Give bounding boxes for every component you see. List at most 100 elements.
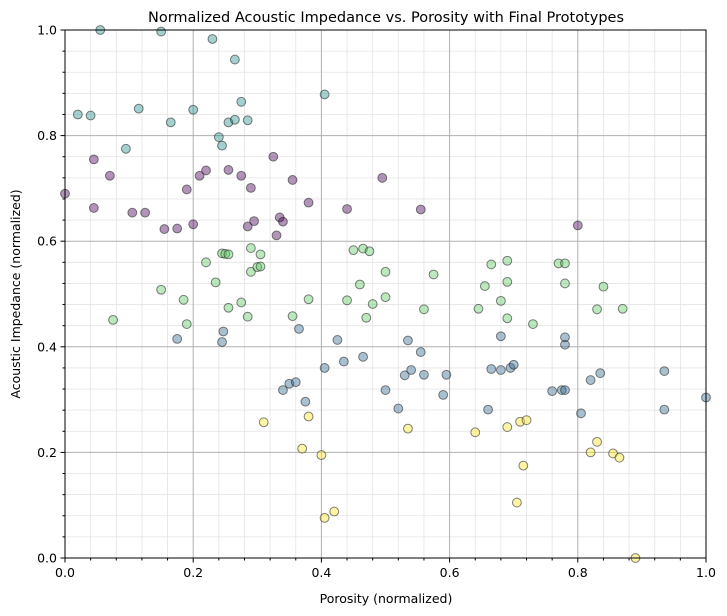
scatter-point <box>512 497 522 508</box>
scatter-point <box>85 110 96 121</box>
scatter-point <box>213 132 224 143</box>
scatter-point <box>194 170 205 181</box>
scatter-point <box>576 408 586 419</box>
scatter-point <box>229 114 240 125</box>
scatter-point <box>120 143 131 154</box>
x-tick-label: 0.6 <box>440 565 460 580</box>
scatter-point <box>258 417 269 428</box>
scatter-point <box>252 262 263 272</box>
scatter-point <box>88 154 99 165</box>
scatter-point <box>303 411 314 422</box>
scatter-point <box>592 436 602 447</box>
axis-ticks <box>60 29 707 563</box>
scatter-point <box>303 294 314 305</box>
x-tick-label: 0.8 <box>568 565 588 580</box>
scatter-point <box>560 278 570 289</box>
plot-frame <box>64 29 707 559</box>
scatter-point <box>88 203 99 213</box>
scatter-point <box>659 366 670 376</box>
scatter-point <box>403 423 413 434</box>
scatter-point <box>415 204 426 215</box>
scatter-point <box>547 386 558 397</box>
scatter-point <box>518 460 529 471</box>
scatter-point <box>483 404 493 415</box>
scatter-point <box>108 314 118 325</box>
scatter-point <box>495 331 506 342</box>
scatter-point <box>207 34 218 44</box>
scatter-point <box>156 26 167 37</box>
scatter-point <box>380 385 391 395</box>
scatter-point <box>560 332 570 343</box>
scatter-point <box>159 224 170 234</box>
scatter-point <box>614 452 625 463</box>
scatter-point <box>428 269 439 280</box>
scatter-point <box>165 117 176 128</box>
scatter-point <box>367 299 378 309</box>
scatter-point <box>419 369 429 380</box>
scatter-point <box>278 385 288 395</box>
y-tick-label: 0.8 <box>37 128 57 143</box>
scatter-point <box>201 257 211 268</box>
scatter-point <box>393 403 404 414</box>
scatter-point <box>236 170 247 181</box>
y-tick-label: 0.4 <box>37 339 57 354</box>
scatter-point <box>319 512 330 523</box>
scatter-point <box>181 319 192 329</box>
scatter-point <box>316 450 327 460</box>
scatter-point <box>303 197 314 208</box>
scatter-point <box>441 369 452 380</box>
scatter-point <box>617 303 628 314</box>
scatter-point <box>140 207 151 218</box>
scatter-point <box>560 385 570 395</box>
scatter-point <box>528 319 538 329</box>
scatter-point <box>236 297 247 308</box>
scatter-point <box>297 443 308 454</box>
x-tick-label: 0.4 <box>311 565 331 580</box>
scatter-point <box>245 243 256 253</box>
y-tick-label: 0.0 <box>37 551 57 566</box>
scatter-point <box>598 281 609 292</box>
scatter-point <box>300 396 311 407</box>
scatter-point <box>127 207 138 218</box>
scatter-point <box>242 115 253 126</box>
scatter-point <box>287 311 298 322</box>
scatter-point <box>319 363 330 373</box>
scatter-point <box>242 221 253 232</box>
scatter-point <box>278 216 288 227</box>
scatter-point <box>502 255 513 266</box>
scatter-point <box>223 302 234 313</box>
scatter-point <box>502 313 513 324</box>
scatter-point <box>217 140 227 151</box>
scatter-point <box>188 219 199 230</box>
scatter-point <box>348 245 359 256</box>
scatter-point <box>415 347 426 357</box>
scatter-point <box>358 351 368 362</box>
scatter-point <box>521 415 532 426</box>
scatter-point <box>486 259 497 270</box>
scatter-point <box>268 151 279 162</box>
scatter-point <box>245 266 256 277</box>
scatter-point <box>419 304 429 315</box>
scatter-point <box>592 304 602 315</box>
scatter-point <box>361 312 372 323</box>
scatter-point <box>342 204 352 214</box>
scatter-point <box>255 261 266 272</box>
scatter-point <box>245 182 256 193</box>
scatter-point <box>659 404 670 415</box>
scatter-point <box>172 333 183 344</box>
scatter-point <box>249 216 259 227</box>
scatter-point <box>486 364 497 374</box>
scatter-point <box>399 370 410 381</box>
scatter-point <box>178 294 189 305</box>
y-tick-label: 0.6 <box>37 234 57 249</box>
scatter-point <box>403 335 413 346</box>
scatter-point <box>332 335 343 345</box>
scatter-point <box>585 375 596 385</box>
scatter-point <box>342 295 352 306</box>
scatter-point <box>495 365 506 375</box>
scatter-point <box>556 385 567 395</box>
scatter-point <box>223 165 234 175</box>
scatter-point <box>220 248 231 259</box>
scatter-point <box>364 246 375 257</box>
